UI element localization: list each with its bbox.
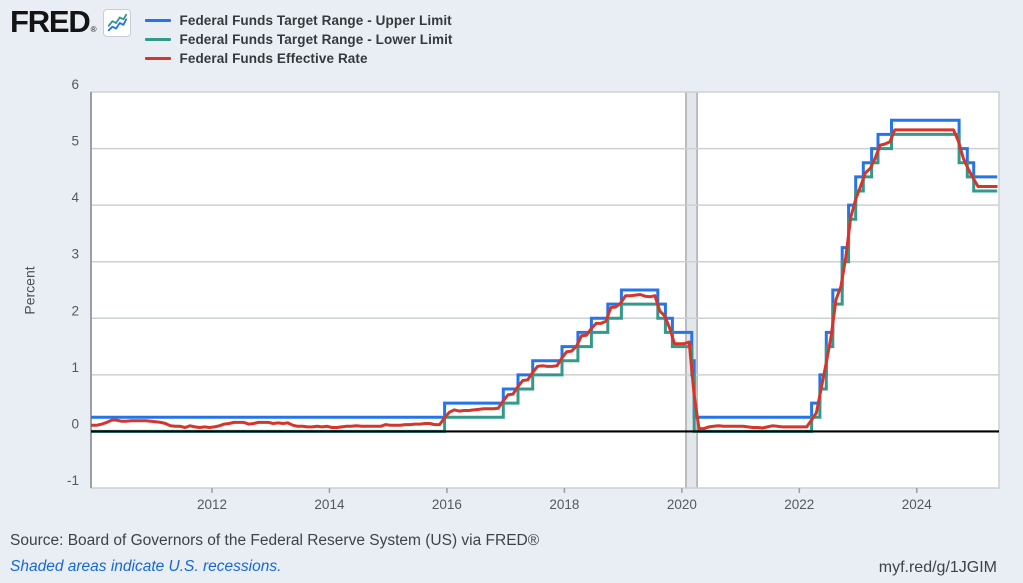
upper-limit-line [91,118,998,419]
y-tick-label: 6 [71,77,79,92]
registered-mark-icon: ® [90,25,97,34]
recession-band [685,92,698,488]
chart-header: FRED ® Federal Funds Target Range - Uppe… [10,4,453,68]
fred-logo[interactable]: FRED ® [10,4,131,39]
y-tick-label: -1 [67,473,79,488]
x-tick-label: 2014 [314,497,345,512]
legend-swatch-lower-limit [144,38,171,41]
legend-item-lower-limit: Federal Funds Target Range - Lower Limit [144,30,453,49]
plot-area[interactable] [91,92,999,488]
x-tick-label: 2022 [784,497,814,512]
x-tick-label: 2016 [432,497,462,512]
source-text: Source: Board of Governors of the Federa… [10,532,540,549]
y-tick-label: 1 [71,360,79,375]
legend-label-effective-rate: Federal Funds Effective Rate [179,51,368,66]
y-tick-label: 4 [71,190,79,205]
fred-logo-text: FRED [10,4,91,39]
y-tick-label: 2 [71,303,79,318]
y-axis-title: Percent [21,266,38,315]
y-tick-label: 0 [71,416,79,431]
x-tick-label: 2024 [902,497,933,512]
legend-item-effective-rate: Federal Funds Effective Rate [144,49,453,68]
fred-sparkline-icon [102,9,131,37]
y-tick-label: 3 [71,247,79,262]
x-tick-label: 2020 [667,497,697,512]
y-tick-label: 5 [71,134,79,149]
legend-swatch-upper-limit [144,19,171,22]
recessions-note-link[interactable]: Shaded areas indicate U.S. recessions. [10,558,282,575]
permalink-text[interactable]: myf.red/g/1JGIM [878,559,997,576]
x-tick-label: 2012 [197,497,227,512]
legend-label-lower-limit: Federal Funds Target Range - Lower Limit [179,32,453,47]
chart-legend: Federal Funds Target Range - Upper Limit… [144,8,453,68]
legend-swatch-effective-rate [144,57,171,60]
x-tick-label: 2018 [549,497,579,512]
effective-rate-line [91,128,998,431]
legend-label-upper-limit: Federal Funds Target Range - Upper Limit [179,13,452,28]
legend-item-upper-limit: Federal Funds Target Range - Upper Limit [144,11,453,30]
